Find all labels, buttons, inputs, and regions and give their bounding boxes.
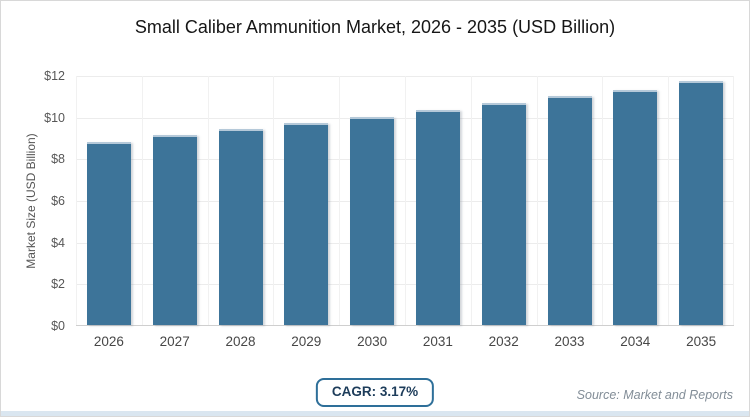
y-tick-label-12: $12: [44, 69, 65, 83]
gridline-x-4: [339, 76, 340, 325]
y-tick-label-2: $2: [51, 277, 65, 292]
bar-2034: [613, 89, 658, 325]
bar-2029: [284, 122, 329, 325]
gridline-x-7: [537, 76, 538, 325]
source-text: Source: Market and Reports: [576, 388, 733, 402]
bar-2030: [350, 116, 395, 325]
bar-2031: [415, 110, 460, 325]
x-tick-label-2032: 2032: [488, 334, 519, 349]
chart-title: Small Caliber Ammunition Market, 2026 - …: [134, 17, 616, 37]
bar-2026: [86, 141, 131, 325]
x-tick-label-2028: 2028: [225, 334, 256, 349]
gridline-x-8: [602, 76, 603, 325]
gridline-x-6: [471, 76, 472, 325]
bar-2032: [481, 103, 526, 325]
bar-2033: [547, 95, 592, 325]
gridline-x-0: [76, 76, 77, 325]
x-tick-label-2033: 2033: [554, 334, 585, 349]
bar-2035: [679, 81, 724, 325]
x-tick-label-2026: 2026: [93, 334, 124, 349]
x-tick-label-2035: 2035: [686, 334, 717, 349]
plot-area: [76, 76, 734, 326]
gridline-x-5: [405, 76, 406, 325]
y-tick-label-0: $0: [51, 319, 65, 333]
y-tick-label-10: $10: [44, 110, 65, 125]
gridline-x-9: [668, 76, 669, 325]
gridline-x-2: [208, 76, 209, 325]
y-axis-title: Market Size (USD Billion): [24, 133, 38, 269]
x-tick-label-2034: 2034: [620, 334, 651, 349]
bar-2028: [218, 129, 263, 325]
gridline-x-3: [273, 76, 274, 325]
gridline-x-10: [733, 76, 734, 325]
x-tick-label-2031: 2031: [422, 334, 453, 349]
x-tick-label-2027: 2027: [159, 334, 190, 349]
x-tick-label-2030: 2030: [357, 334, 388, 349]
bar-2027: [152, 135, 197, 325]
cagr-label: CAGR: 3.17%: [331, 384, 419, 399]
gridline-x-1: [142, 76, 143, 325]
cagr-badge: CAGR: 3.17%: [315, 378, 435, 407]
x-tick-label-2029: 2029: [291, 334, 322, 349]
x-axis-labels: 2026 2027 2028 2029 2030 2031 2032 2033 2034 2035: [76, 334, 734, 354]
bottom-strip: [1, 411, 749, 416]
